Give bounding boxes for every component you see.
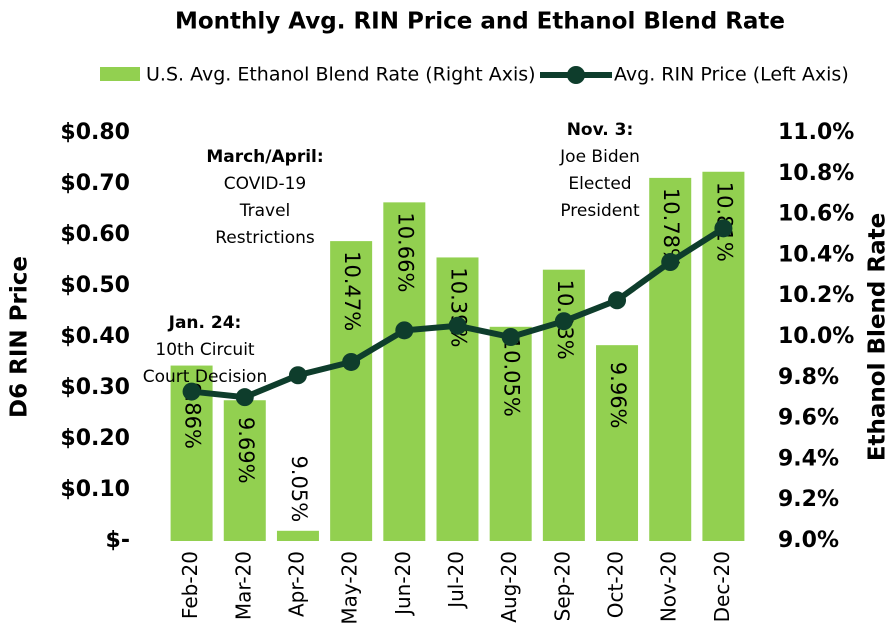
annotation-text: President [560,201,640,221]
x-tick-label: Apr-20 [284,551,308,617]
line-marker [395,321,414,340]
y2-tick-label: 9.6% [778,406,839,431]
y2-tick-label: 9.4% [778,446,839,471]
line-marker [182,382,201,401]
line-marker [342,352,361,371]
annotation-title: Nov. 3: [567,120,634,140]
y2-tick-label: 9.0% [778,528,839,553]
y2-tick-label: 9.2% [778,487,839,512]
legend-swatch [100,67,140,81]
x-tick-label: May-20 [338,551,362,625]
annotation-text: 10th Circuit [155,340,255,360]
bar-value-label: 9.05% [287,455,311,522]
x-tick-label: Aug-20 [497,551,521,623]
annotation-text: Travel [239,201,291,221]
y2-tick-label: 9.8% [778,365,839,390]
bar [649,177,692,541]
line-marker [554,312,573,331]
y2-tick-label: 10.8% [778,161,854,186]
y-tick-label: $0.10 [60,477,130,502]
y-tick-label: $0.60 [60,222,130,247]
x-tick-label: Jun-20 [391,551,415,617]
x-tick-label: Mar-20 [231,551,255,620]
line-marker [714,219,733,238]
line-marker [448,316,467,335]
bar [436,257,479,541]
y-tick-label: $- [106,528,130,553]
annotation-title: March/April: [206,147,323,167]
legend-label: U.S. Avg. Ethanol Blend Rate (Right Axis… [146,64,536,86]
y-tick-label: $0.80 [60,120,130,145]
x-tick-label: Dec-20 [710,551,734,622]
bar [383,202,426,542]
line-marker [501,328,520,346]
x-tick-label: Jul-20 [444,551,468,610]
y-tick-label: $0.30 [60,375,130,400]
line-marker [608,291,627,310]
annotation-text: Joe Biden [559,147,640,167]
y-axis-label: D6 RIN Price [7,256,33,418]
line-marker [661,253,680,272]
legend-label: Avg. RIN Price (Left Axis) [614,64,849,86]
bar [596,345,639,541]
x-tick-label: Sep-20 [550,551,574,621]
line-marker [235,388,254,407]
y2-tick-label: 10.6% [778,202,854,227]
x-tick-label: Feb-20 [178,551,202,619]
annotation-text: Restrictions [215,228,315,248]
bar [330,241,373,541]
annotation-text: COVID-19 [224,174,306,194]
y2-tick-label: 11.0% [778,120,854,145]
y2-tick-label: 10.4% [778,242,854,267]
bar-value-label: 10.66% [393,212,417,292]
chart-title: Monthly Avg. RIN Price and Ethanol Blend… [175,9,785,35]
y2-tick-label: 10.0% [778,324,854,349]
bar [223,400,266,541]
line-marker [288,366,307,385]
bar-value-label: 9.69% [234,417,258,484]
y2-tick-label: 10.2% [778,283,854,308]
y2-axis-label: Ethanol Blend Rate [865,213,891,461]
y-tick-label: $0.20 [60,426,130,451]
bar-value-label: 10.05% [500,337,524,417]
bar [489,326,532,541]
legend-swatch [567,66,585,84]
y-tick-label: $0.70 [60,171,130,196]
x-tick-label: Oct-20 [604,551,628,618]
annotation-text: Court Decision [143,367,267,387]
x-tick-label: Nov-20 [657,551,681,622]
bar-value-label: 9.96% [606,362,630,429]
annotation-text: Elected [568,174,631,194]
bar-value-label: 10.47% [340,251,364,331]
annotation-title: Jan. 24: [168,313,242,333]
bar-value-label: 10.39% [447,267,471,347]
bar [276,530,319,541]
y-tick-label: $0.40 [60,324,130,349]
y-tick-label: $0.50 [60,273,130,298]
